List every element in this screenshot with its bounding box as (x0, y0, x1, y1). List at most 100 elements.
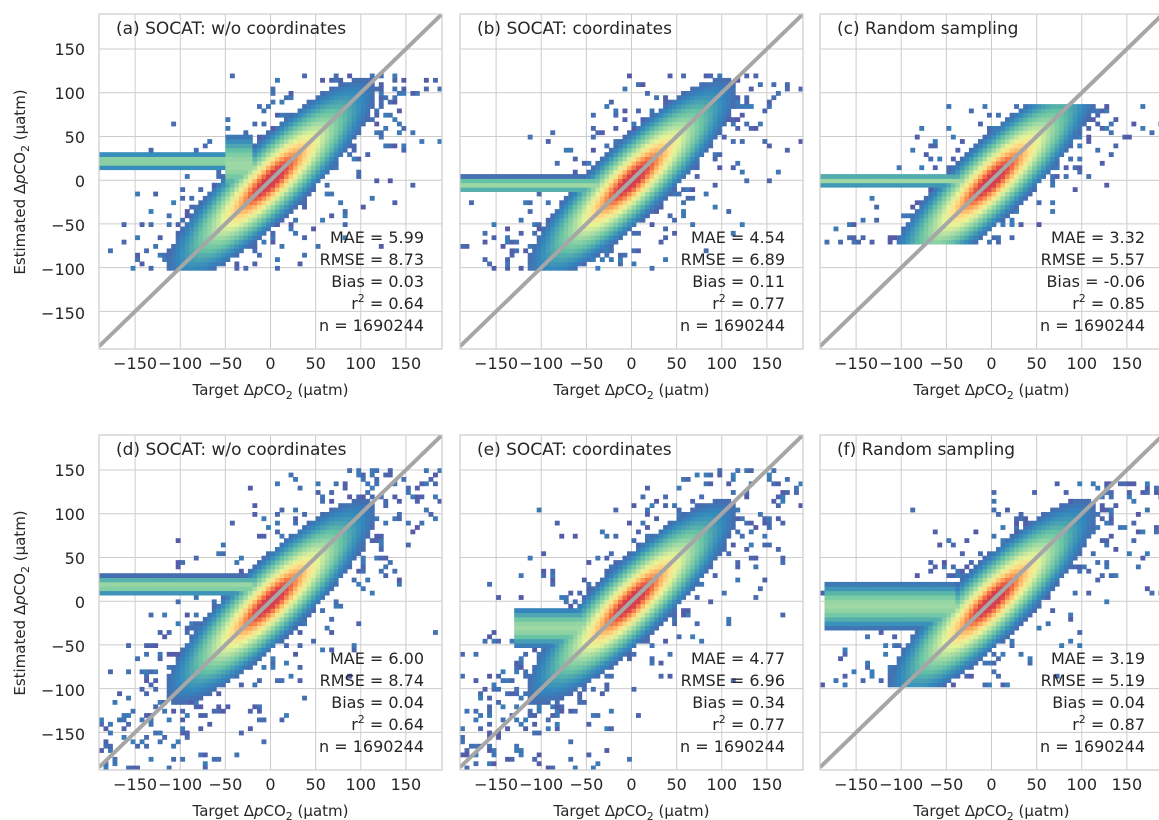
heatmap-bin (613, 126, 619, 131)
heatmap-bin (1005, 182, 1010, 188)
heatmap-bin (175, 152, 181, 157)
heatmap-bin (775, 91, 781, 96)
heatmap-bin (356, 174, 362, 179)
heatmap-bin (554, 257, 560, 262)
heatmap-bin (1077, 169, 1083, 175)
heatmap-bin (577, 616, 583, 622)
heatmap-bin (387, 112, 393, 118)
heatmap-bin (387, 99, 393, 105)
heatmap-bin (356, 525, 362, 530)
heatmap-bin (640, 134, 646, 140)
heatmap-bin (959, 169, 965, 175)
heatmap-bin (243, 169, 249, 175)
heatmap-bin (365, 516, 371, 522)
heatmap-bin (270, 178, 276, 184)
heatmap-bin (148, 165, 154, 171)
heatmap-bin (545, 625, 551, 631)
heatmap-bin (559, 174, 565, 179)
stat-r2: r2 = 0.85 (1072, 292, 1145, 313)
heatmap-bin (509, 756, 515, 762)
heatmap-bin (636, 178, 641, 184)
heatmap-bin (982, 143, 988, 149)
heatmap-bin (279, 555, 285, 561)
heatmap-bin (121, 156, 127, 162)
heatmap-bin (288, 603, 294, 609)
heatmap-bin (667, 191, 673, 197)
heatmap-bin (599, 187, 605, 192)
heatmap-bin (681, 169, 686, 175)
heatmap-bin (243, 174, 249, 179)
heatmap-bin (636, 130, 641, 136)
heatmap-bin (238, 174, 244, 179)
heatmap-bin (541, 235, 547, 241)
heatmap-bin (293, 590, 298, 596)
heatmap-bin (220, 665, 226, 670)
heatmap-bin (1045, 108, 1051, 114)
heatmap-bin (270, 209, 276, 214)
heatmap-bin (252, 586, 258, 592)
heatmap-bin (288, 673, 294, 679)
heatmap-bin (973, 174, 979, 179)
heatmap-bin (306, 529, 312, 535)
heatmap-bin (699, 99, 705, 105)
heatmap-bin (103, 761, 109, 767)
heatmap-bin (193, 647, 199, 653)
heatmap-bin (982, 169, 988, 175)
heatmap-bin (144, 691, 149, 697)
heatmap-bin (1027, 112, 1033, 118)
heatmap-bin (193, 217, 199, 223)
heatmap-bin (730, 91, 736, 96)
heatmap-bin (518, 174, 524, 179)
heatmap-bin (964, 239, 970, 245)
heatmap-bin (243, 139, 249, 144)
heatmap-bin (712, 134, 718, 140)
heatmap-bin (1099, 126, 1105, 131)
heatmap-bin (545, 139, 551, 144)
heatmap-bin (514, 239, 520, 245)
heatmap-bin (950, 217, 956, 223)
heatmap-bin (1027, 130, 1033, 136)
heatmap-bin (193, 235, 199, 241)
heatmap-bin (645, 209, 650, 214)
heatmap-bin (919, 209, 925, 214)
heatmap-bin (270, 621, 276, 627)
heatmap-bin (333, 538, 339, 543)
heatmap-bin (978, 139, 983, 144)
heatmap-bin (618, 165, 623, 171)
heatmap-bin (613, 139, 619, 144)
heatmap-bin (297, 134, 303, 140)
y-tick-label: 50 (65, 549, 85, 568)
heatmap-bin (649, 195, 655, 201)
heatmap-bin (654, 147, 659, 153)
heatmap-bin (581, 235, 587, 241)
heatmap-bin (505, 239, 510, 245)
heatmap-bin (130, 590, 136, 596)
heatmap-bin (184, 686, 190, 692)
heatmap-bin (604, 160, 610, 166)
heatmap-bin (270, 222, 276, 227)
heatmap-bin (153, 704, 159, 710)
heatmap-bin (279, 99, 285, 105)
heatmap-bin (563, 147, 569, 153)
heatmap-bin (536, 660, 542, 666)
heatmap-bin (1032, 156, 1037, 162)
heatmap-bin (347, 542, 353, 548)
heatmap-bin (207, 265, 213, 271)
heatmap-bin (234, 174, 240, 179)
heatmap-bin (216, 581, 222, 587)
heatmap-bin (1000, 191, 1006, 197)
heatmap-bin (608, 235, 614, 241)
heatmap-bin (284, 660, 289, 666)
heatmap-bin (216, 182, 222, 188)
heatmap-bin (229, 134, 235, 140)
heatmap-bin (184, 152, 190, 157)
heatmap-bin (563, 656, 569, 662)
heatmap-bin (545, 726, 551, 732)
heatmap-bin (184, 239, 190, 245)
heatmap-bin (914, 182, 920, 188)
heatmap-bin (919, 235, 925, 241)
heatmap-bin (910, 147, 916, 153)
heatmap-bin (568, 200, 574, 206)
heatmap-bin (284, 713, 289, 718)
heatmap-bin (148, 209, 154, 214)
